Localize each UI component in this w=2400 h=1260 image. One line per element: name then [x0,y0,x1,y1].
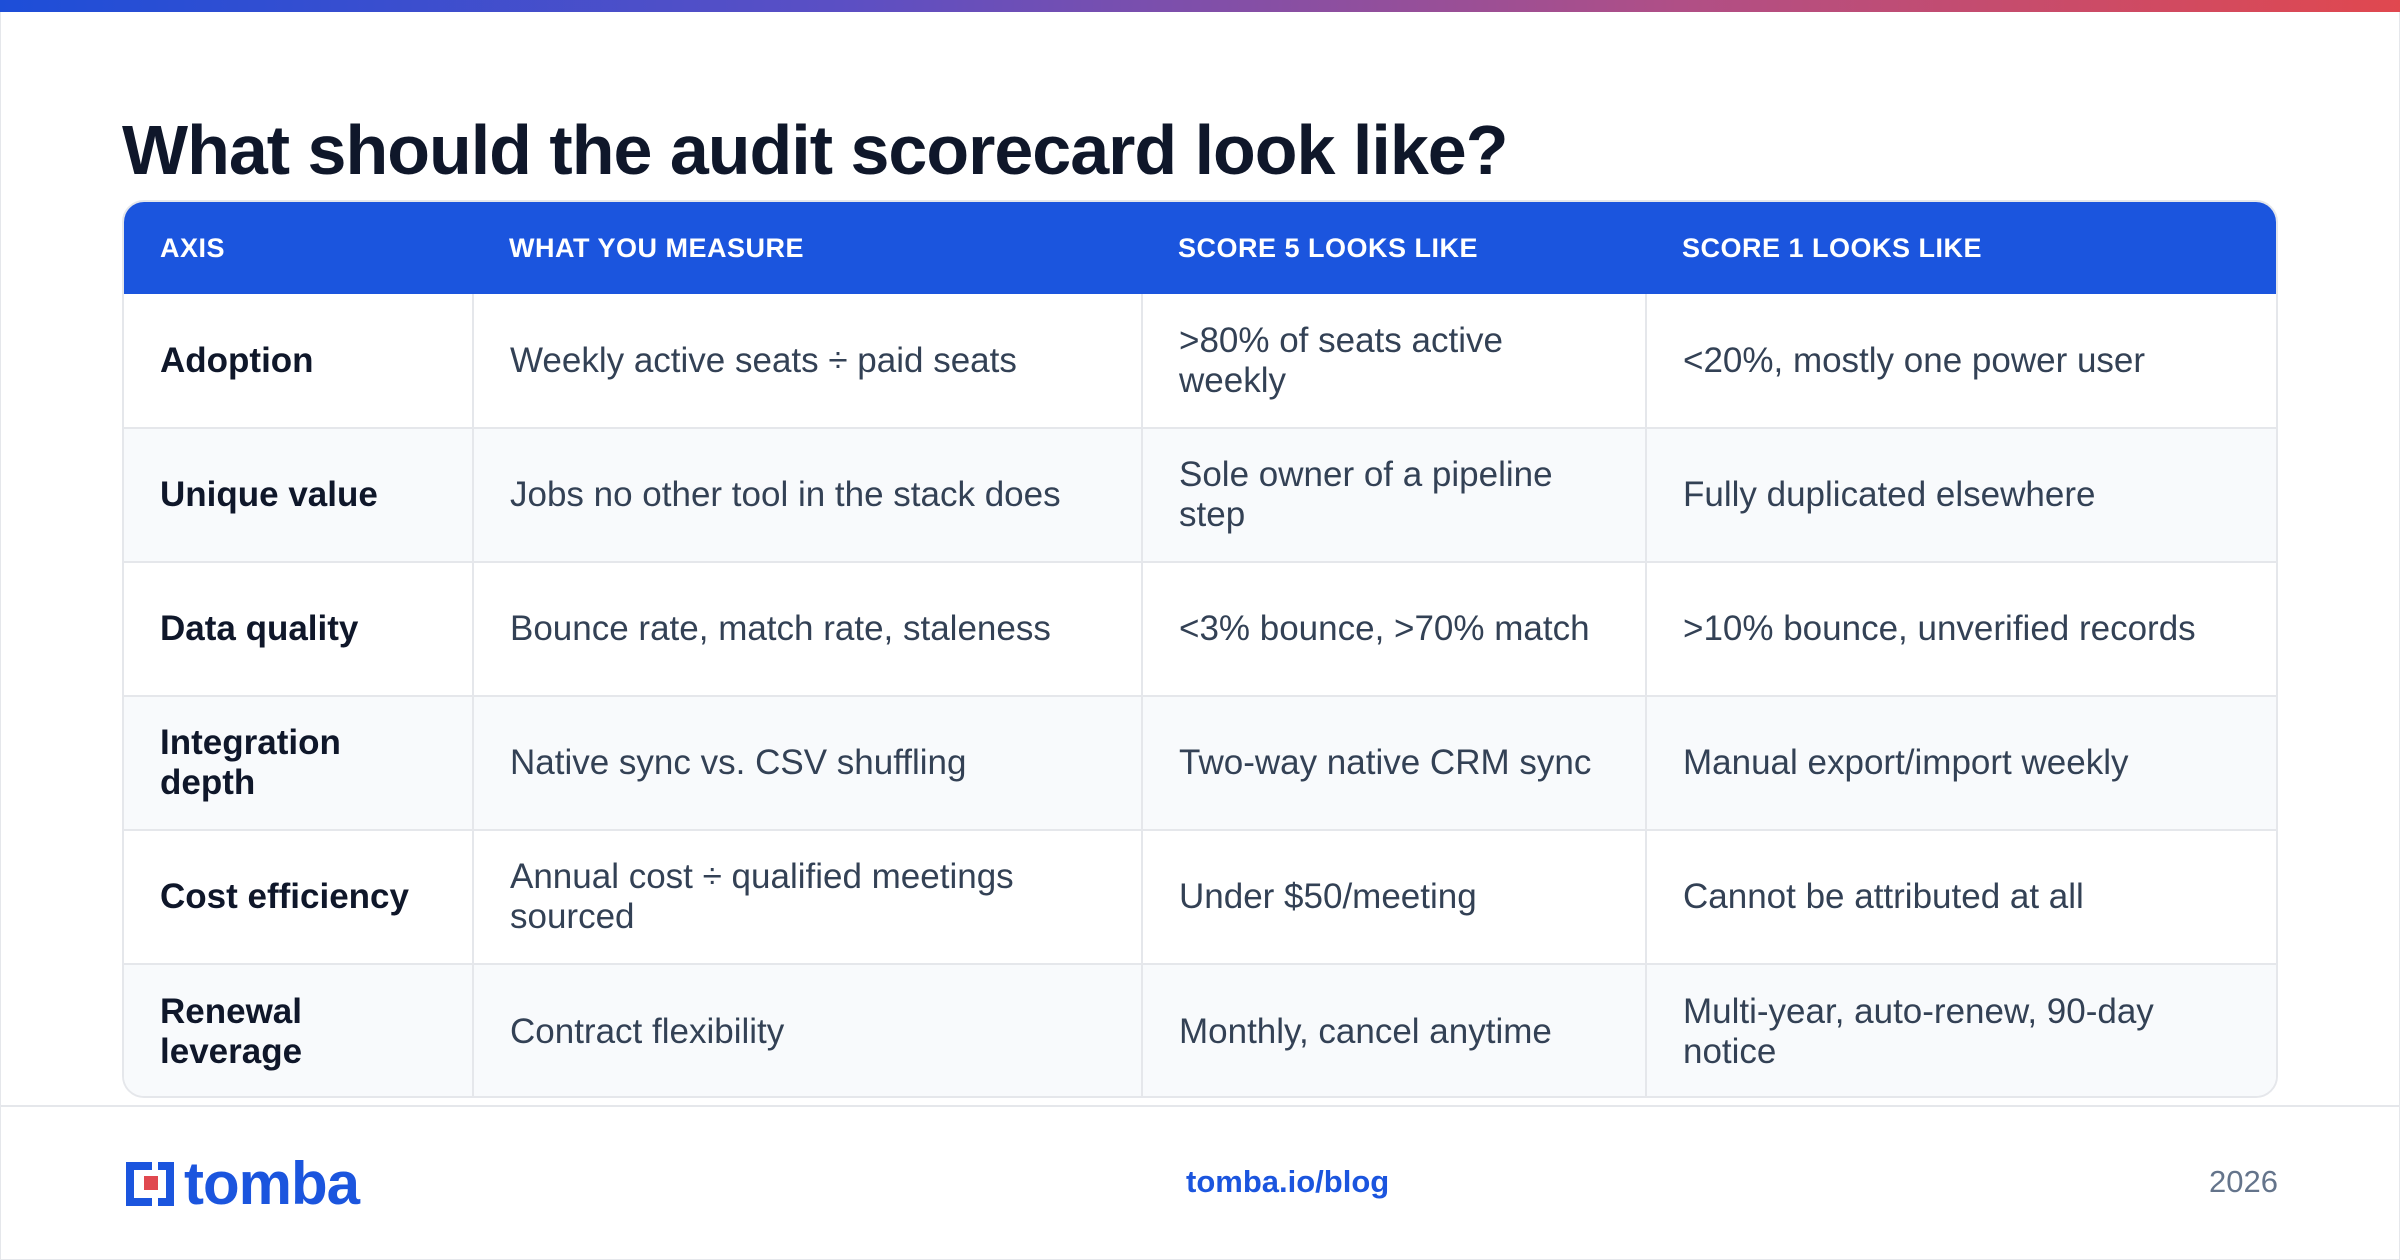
cell-measure: Annual cost ÷ qualified meetings sourced [472,829,1142,964]
footer-year: 2026 [2209,1164,2278,1199]
page-title: What should the audit scorecard look lik… [122,111,1508,189]
tomba-logo-icon [126,1162,174,1206]
cell-measure: Native sync vs. CSV shuffling [472,695,1142,830]
cell-measure: Jobs no other tool in the stack does [472,427,1142,562]
cell-measure: Bounce rate, match rate, staleness [472,561,1142,696]
cell-score-5: <3% bounce, >70% match [1141,561,1646,696]
gradient-top-bar [0,0,2400,12]
cell-score-1: Manual export/import weekly [1645,695,2276,830]
cell-score-5: >80% of seats active weekly [1141,294,1646,428]
table-row: Unique value Jobs no other tool in the s… [124,427,2276,562]
cell-axis: Integration depth [124,695,473,830]
footer-divider [0,1105,2400,1107]
table-row: Renewal leverage Contract flexibility Mo… [124,963,2276,1096]
table-header-row: AXIS WHAT YOU MEASURE SCORE 5 LOOKS LIKE… [124,202,2276,294]
cell-score-5: Monthly, cancel anytime [1141,963,1646,1096]
header-score-1: SCORE 1 LOOKS LIKE [1682,232,1983,263]
cell-score-5: Sole owner of a pipeline step [1141,427,1646,562]
cell-score-1: <20%, mostly one power user [1645,294,2276,428]
cell-measure: Weekly active seats ÷ paid seats [472,294,1142,428]
cell-score-5: Two-way native CRM sync [1141,695,1646,830]
cell-score-1: >10% bounce, unverified records [1645,561,2276,696]
blog-link[interactable]: tomba.io/blog [1186,1164,1390,1199]
cell-axis: Adoption [160,340,314,380]
tomba-logo[interactable]: tomba [122,1150,360,1217]
cell-score-1: Cannot be attributed at all [1645,829,2276,964]
cell-score-1: Fully duplicated elsewhere [1645,427,2276,562]
table-row: Adoption Weekly active seats ÷ paid seat… [124,294,2276,428]
header-what-you-measure: WHAT YOU MEASURE [509,232,805,263]
logo-wordmark: tomba [184,1150,360,1217]
scorecard-table: AXIS WHAT YOU MEASURE SCORE 5 LOOKS LIKE… [124,202,2276,1096]
table-row: Cost efficiency Annual cost ÷ qualified … [124,829,2276,964]
header-axis: AXIS [160,232,226,263]
cell-axis: Renewal leverage [124,963,473,1096]
header-score-5: SCORE 5 LOOKS LIKE [1178,232,1479,263]
cell-axis: Unique value [124,427,473,562]
cell-score-1: Multi-year, auto-renew, 90-day notice [1645,963,2276,1096]
cell-measure: Contract flexibility [472,963,1142,1096]
cell-score-5: Under $50/meeting [1141,829,1646,964]
scorecard-table-container: AXIS WHAT YOU MEASURE SCORE 5 LOOKS LIKE… [122,200,2278,1098]
table-row: Data quality Bounce rate, match rate, st… [124,561,2276,696]
table-row: Integration depth Native sync vs. CSV sh… [124,695,2276,830]
cell-axis: Cost efficiency [124,829,473,964]
cell-axis: Data quality [124,561,473,696]
